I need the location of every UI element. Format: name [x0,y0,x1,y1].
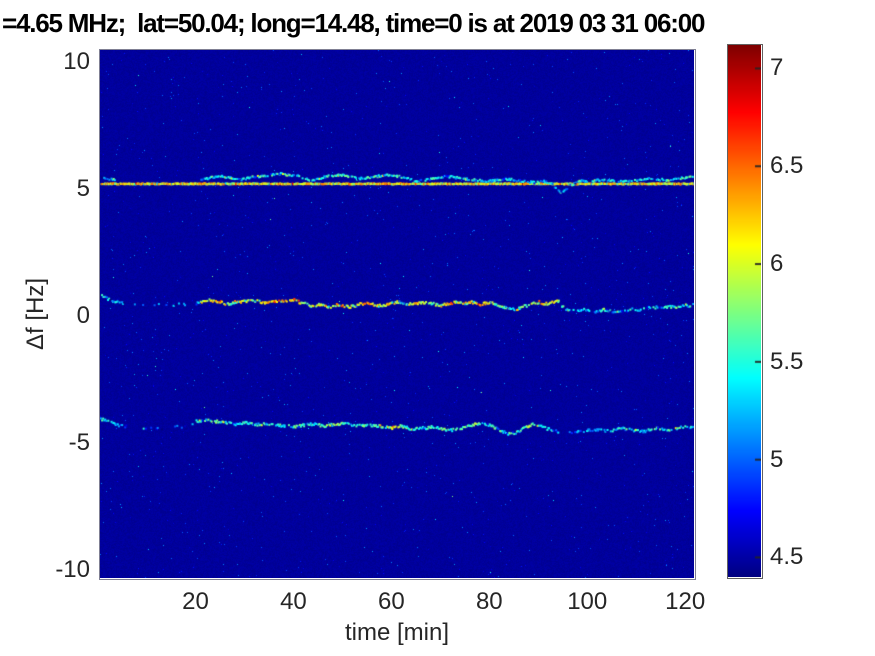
y-tick-label: 10 [63,47,90,75]
y-axis-label: Δf [Hz] [22,277,49,351]
spectrogram-canvas [100,50,694,578]
y-tick-label: -10 [55,556,90,584]
chart-title: =4.65 MHz; lat=50.04; long=14.48, time=0… [2,8,705,38]
x-tick-label: 20 [182,588,209,615]
y-tick-label: 0 [76,302,90,330]
x-tick-label: 120 [665,588,706,615]
colorbar-canvas [728,45,761,577]
y-tick-label: 5 [76,174,90,202]
x-tick-label: 60 [378,588,405,615]
x-tick-label: 80 [475,588,503,615]
colorbar-tick-label: 5 [770,445,784,473]
x-axis-label: time [min] [344,619,450,646]
y-tick-label: -5 [68,429,90,457]
colorbar-tick-label: 6.5 [770,152,804,180]
colorbar-tick-label: 4.5 [770,543,804,571]
colorbar-tick-label: 5.5 [770,347,804,375]
x-tick-label: 40 [280,588,307,615]
x-tick-label: 100 [567,588,608,615]
colorbar-tick-label: 7 [770,54,784,82]
colorbar-tick-label: 6 [770,250,784,278]
